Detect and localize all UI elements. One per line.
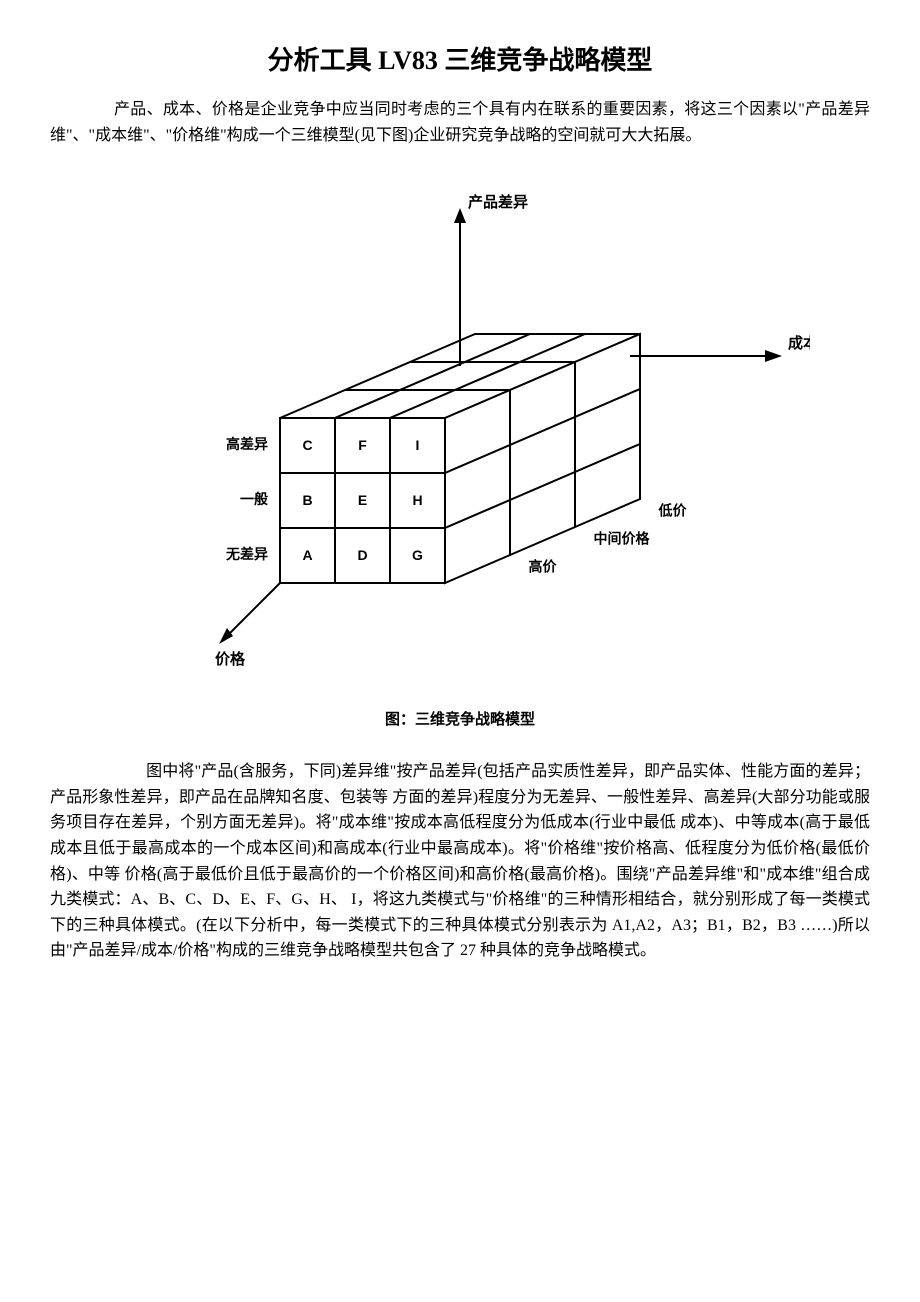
- svg-text:高差异: 高差异: [226, 436, 268, 452]
- page-title: 分析工具 LV83 三维竞争战略模型: [50, 40, 870, 77]
- 3d-cube-diagram: www.bdocx.comCFIBEHADG高差异一般无差异高价中间价格低价产品…: [110, 168, 810, 688]
- svg-text:一般: 一般: [240, 491, 268, 507]
- intro-paragraph: 产品、成本、价格是企业竞争中应当同时考虑的三个具有内在联系的重要因素，将这三个因…: [50, 97, 870, 148]
- svg-text:G: G: [412, 547, 423, 563]
- svg-text:A: A: [302, 547, 312, 563]
- diagram-caption: 图：三维竞争战略模型: [110, 708, 810, 729]
- body-paragraph: 图中将"产品(含服务，下同)差异维"按产品差异(包括产品实质性差异，即产品实体、…: [50, 759, 870, 964]
- svg-text:无差异: 无差异: [225, 546, 268, 562]
- svg-text:C: C: [302, 437, 312, 453]
- svg-text:低价: 低价: [658, 503, 688, 519]
- svg-text:价格: 价格: [215, 650, 246, 668]
- svg-text:E: E: [358, 492, 367, 508]
- diagram-container: www.bdocx.comCFIBEHADG高差异一般无差异高价中间价格低价产品…: [110, 168, 810, 729]
- svg-text:高价: 高价: [529, 559, 558, 575]
- svg-text:D: D: [357, 547, 367, 563]
- svg-text:成本: 成本: [788, 334, 810, 352]
- svg-text:产品差异: 产品差异: [468, 193, 528, 211]
- svg-text:中间价格: 中间价格: [594, 531, 651, 547]
- svg-text:I: I: [416, 437, 420, 453]
- body-text: 图中将"产品(含服务，下同)差异维"按产品差异(包括产品实质性差异，即产品实体、…: [50, 763, 870, 959]
- svg-text:H: H: [412, 492, 422, 508]
- svg-text:B: B: [302, 492, 312, 508]
- svg-text:F: F: [358, 437, 367, 453]
